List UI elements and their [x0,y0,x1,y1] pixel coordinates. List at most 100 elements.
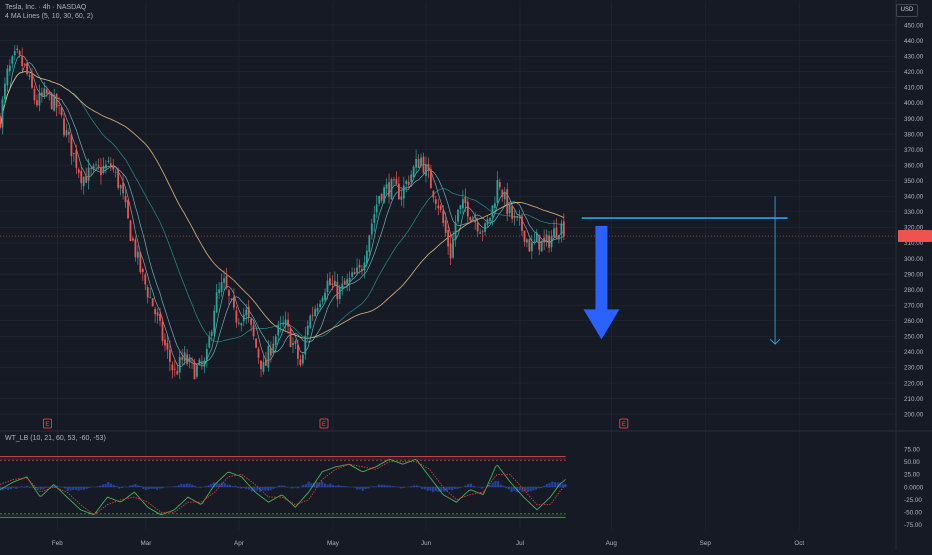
candle[interactable] [398,184,400,200]
candle[interactable] [34,89,36,100]
candle[interactable] [553,228,555,237]
candle[interactable] [263,362,265,372]
candle[interactable] [533,241,535,242]
candle[interactable] [167,343,169,350]
candle[interactable] [240,323,242,325]
candle[interactable] [526,239,528,242]
candle[interactable] [68,132,70,135]
candle[interactable] [58,105,60,106]
last-price-tag[interactable] [898,230,932,242]
candle[interactable] [154,309,156,314]
candle[interactable] [233,297,235,307]
candle[interactable] [130,221,132,241]
candle[interactable] [354,272,356,274]
candle[interactable] [228,290,230,296]
candle[interactable] [137,252,139,258]
candle[interactable] [51,93,53,109]
candle[interactable] [110,163,112,166]
candle[interactable] [336,282,338,299]
candle[interactable] [455,222,457,239]
candle[interactable] [504,192,506,199]
candle[interactable] [85,176,87,183]
candle[interactable] [122,183,124,194]
candle[interactable] [319,304,321,307]
candle[interactable] [386,184,388,188]
candle[interactable] [53,95,55,111]
candle[interactable] [442,211,444,223]
candle[interactable] [142,269,144,272]
candle[interactable] [489,218,491,222]
candle[interactable] [216,292,218,312]
candle[interactable] [479,232,481,233]
candle[interactable] [307,326,309,335]
candle[interactable] [127,200,129,218]
candle[interactable] [250,319,252,325]
candle[interactable] [174,369,176,370]
candle[interactable] [14,51,16,55]
candle[interactable] [16,49,18,51]
candle[interactable] [521,216,523,230]
candle[interactable] [445,220,447,232]
candle[interactable] [265,360,267,366]
candle[interactable] [482,231,484,232]
candle[interactable] [290,328,292,347]
candle[interactable] [73,153,75,154]
candle[interactable] [423,157,425,173]
candle[interactable] [383,187,385,202]
candle[interactable] [46,89,48,93]
candle[interactable] [194,363,196,380]
candle[interactable] [408,182,410,185]
candle[interactable] [349,278,351,282]
candle[interactable] [563,221,565,236]
candle[interactable] [260,361,262,369]
candle[interactable] [226,276,228,288]
candle[interactable] [103,166,105,173]
candle[interactable] [396,179,398,184]
candle[interactable] [393,179,395,180]
candle[interactable] [125,196,127,202]
candle[interactable] [344,281,346,285]
candle[interactable] [164,340,166,346]
candle[interactable] [304,336,306,355]
candle[interactable] [366,251,368,264]
candle[interactable] [531,242,533,251]
candle[interactable] [71,135,73,156]
candle[interactable] [258,349,260,358]
candle[interactable] [546,235,548,241]
candle[interactable] [9,66,11,72]
candle[interactable] [147,287,149,297]
candle[interactable] [66,130,68,135]
candle[interactable] [477,223,479,232]
candle[interactable] [270,348,272,355]
candle[interactable] [295,341,297,344]
candle[interactable] [162,321,164,340]
candle[interactable] [391,179,393,199]
candle[interactable] [179,357,181,373]
symbol-title[interactable]: Tesla, Inc. · 4h · NASDAQ [5,3,86,12]
candle[interactable] [472,219,474,221]
candle[interactable] [464,197,466,203]
candle[interactable] [509,204,511,213]
candle[interactable] [516,216,518,217]
candle[interactable] [245,310,247,316]
candle[interactable] [112,166,114,169]
candle[interactable] [38,93,40,106]
candle[interactable] [31,73,33,88]
candle[interactable] [432,191,434,198]
candle[interactable] [460,205,462,209]
candle[interactable] [280,323,282,324]
candle[interactable] [440,206,442,210]
candle[interactable] [376,204,378,212]
candle[interactable] [132,238,134,240]
candle[interactable] [356,268,358,274]
candle[interactable] [213,311,215,334]
candle[interactable] [88,168,90,181]
candle[interactable] [189,357,191,362]
candle[interactable] [410,175,412,182]
candle[interactable] [364,263,366,271]
candle[interactable] [277,325,279,335]
candle[interactable] [420,158,422,166]
candle[interactable] [317,308,319,312]
candle[interactable] [191,360,193,361]
